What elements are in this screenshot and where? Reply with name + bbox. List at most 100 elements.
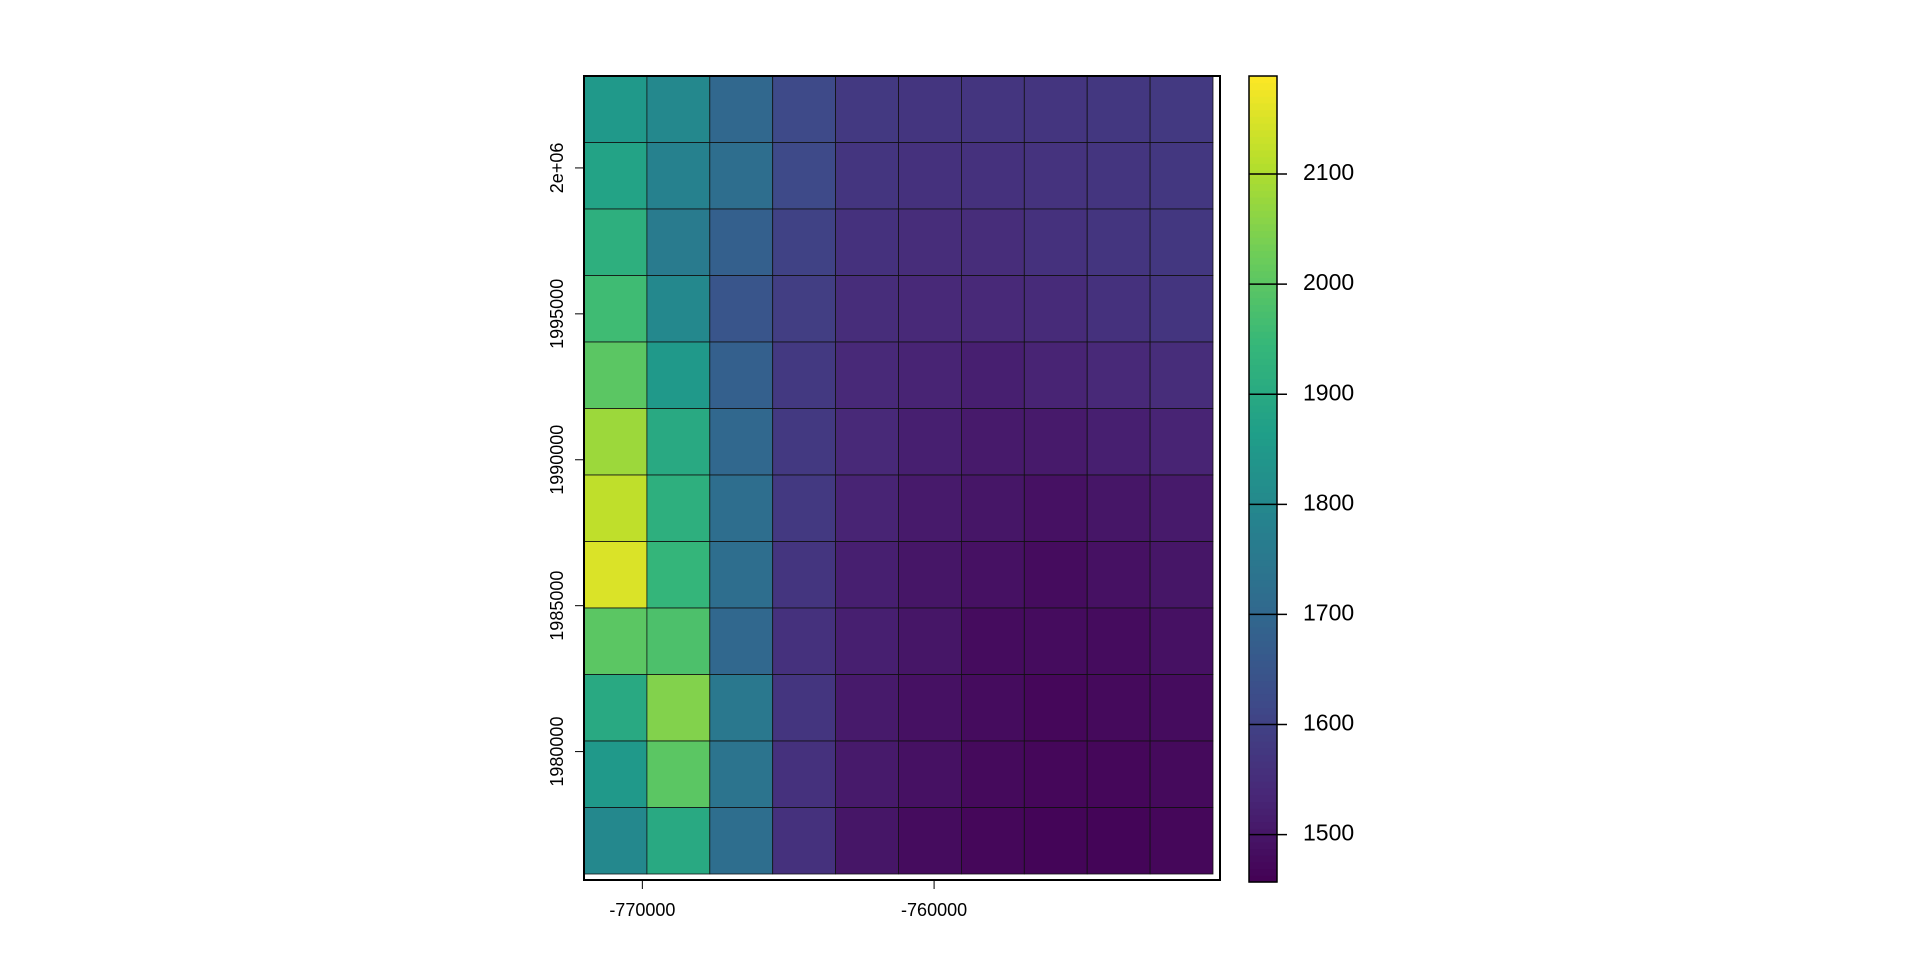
colorbar-step [1249, 794, 1277, 802]
colorbar-step [1249, 626, 1277, 635]
plot-box [583, 75, 1221, 881]
colorbar-step [1249, 136, 1277, 144]
colorbar-step [1249, 458, 1277, 467]
colorbar-frame [1248, 75, 1278, 883]
raster-cell [646, 275, 711, 343]
colorbar-step [1249, 747, 1277, 755]
raster-cell [1086, 142, 1151, 210]
raster-cell [709, 208, 774, 276]
raster-cell [1149, 275, 1214, 343]
colorbar-step [1249, 492, 1277, 500]
colorbar-step [1249, 96, 1277, 104]
colorbar-step [1249, 364, 1277, 373]
raster-cell [1023, 807, 1088, 875]
x-tick-label: -760000 [901, 900, 967, 920]
colorbar-step [1249, 398, 1277, 406]
colorbar-step [1249, 337, 1277, 346]
colorbar-step [1249, 606, 1277, 614]
raster-cell [646, 607, 711, 675]
colorbar-step [1249, 116, 1277, 124]
raster-cell [646, 408, 711, 476]
colorbar-step [1249, 371, 1277, 379]
raster-cell [961, 341, 1025, 409]
raster-cell [772, 408, 837, 476]
colorbar-step [1249, 431, 1277, 440]
raster-cell [1023, 474, 1088, 542]
raster-cell [835, 208, 899, 276]
colorbar-step [1249, 814, 1277, 823]
colorbar-tick-label: 2000 [1303, 269, 1354, 295]
raster-cell [835, 807, 899, 875]
colorbar-step [1249, 653, 1277, 661]
colorbar-step [1249, 297, 1277, 305]
colorbar-step [1249, 82, 1277, 91]
raster-cell [709, 275, 774, 343]
raster-cell [835, 740, 899, 808]
raster-cell [583, 208, 648, 276]
colorbar-step [1249, 640, 1277, 648]
colorbar-step [1249, 290, 1277, 299]
raster-cell [1023, 75, 1088, 143]
raster-cell [583, 474, 648, 542]
raster-cell [1086, 408, 1151, 476]
raster-cell [961, 142, 1025, 210]
raster-cell [961, 607, 1025, 675]
colorbar-tick-label: 1800 [1303, 489, 1354, 515]
raster-cell [898, 541, 962, 609]
raster-cell [1086, 275, 1151, 343]
colorbar-step [1249, 76, 1277, 84]
raster-cell [1086, 75, 1151, 143]
colorbar-step [1249, 324, 1277, 332]
colorbar-step [1249, 425, 1277, 433]
colorbar-step [1249, 331, 1277, 339]
colorbar-step [1249, 519, 1277, 527]
colorbar-tick-label: 1900 [1303, 379, 1354, 405]
colorbar-step [1249, 505, 1277, 514]
colorbar-step [1249, 781, 1277, 789]
raster-cell [961, 541, 1025, 609]
colorbar-step [1249, 700, 1277, 708]
colorbar-step [1249, 149, 1277, 158]
colorbar-step [1249, 210, 1277, 218]
raster-cell [898, 674, 962, 742]
colorbar-step [1249, 801, 1277, 809]
colorbar-step [1249, 821, 1277, 829]
colorbar-step [1249, 680, 1277, 688]
colorbar-step [1249, 123, 1277, 131]
colorbar-step [1249, 378, 1277, 386]
raster-cell [709, 607, 774, 675]
raster-cell [1023, 341, 1088, 409]
colorbar-step [1249, 875, 1277, 883]
raster-cell [709, 541, 774, 609]
raster-cell [835, 341, 899, 409]
colorbar-step [1249, 559, 1277, 567]
raster-cell [1149, 408, 1214, 476]
colorbar-step [1249, 479, 1277, 487]
raster-cell [1086, 740, 1151, 808]
colorbar-step [1249, 861, 1277, 870]
colorbar-step [1249, 317, 1277, 326]
raster-cell [835, 541, 899, 609]
raster-cell [835, 142, 899, 210]
raster-cell [583, 275, 648, 343]
raster-cell [583, 807, 648, 875]
raster-cell [898, 275, 962, 343]
colorbar-step [1249, 391, 1277, 399]
raster-cell [835, 408, 899, 476]
colorbar-step [1249, 855, 1277, 863]
colorbar-step [1249, 646, 1277, 655]
colorbar-step [1249, 243, 1277, 252]
colorbar-step [1249, 499, 1277, 507]
raster-cell [1149, 674, 1214, 742]
colorbar-tick-label: 1700 [1303, 600, 1354, 626]
raster-cell [1023, 607, 1088, 675]
colorbar-step [1249, 693, 1277, 702]
raster-cell [583, 408, 648, 476]
colorbar-step [1249, 727, 1277, 735]
raster-cell [1086, 541, 1151, 609]
raster-cell [583, 674, 648, 742]
colorbar-step [1249, 250, 1277, 258]
raster-cell [898, 208, 962, 276]
raster-cell [1086, 208, 1151, 276]
